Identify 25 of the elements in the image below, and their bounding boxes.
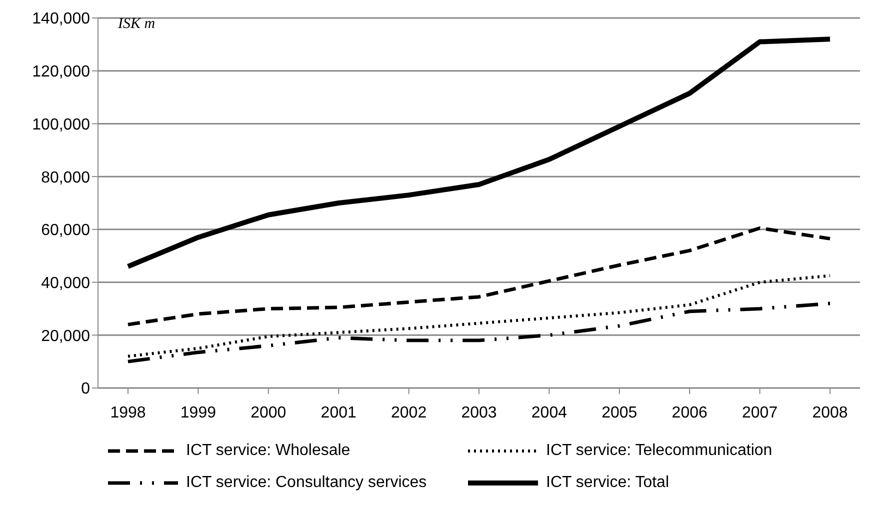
x-tick-label: 2002	[391, 404, 427, 422]
y-tick-label: 80,000	[41, 169, 90, 186]
x-tick-label: 2007	[742, 404, 778, 422]
x-tick-label: 2004	[531, 404, 568, 422]
x-tick-label: 2005	[602, 404, 638, 422]
y-tick-label: 140,000	[32, 10, 90, 28]
x-tick-label: 1999	[180, 404, 216, 422]
y-tick-label: 40,000	[41, 274, 90, 292]
x-tick-label: 2003	[461, 404, 497, 422]
x-tick-label: 2008	[812, 404, 848, 422]
y-axis-title: ISK m	[118, 16, 156, 33]
y-tick-label: 120,000	[32, 64, 90, 81]
y-tick-label: 20,000	[41, 328, 90, 345]
legend-label: ICT service: Total	[546, 474, 670, 492]
legend-label: ICT service: Wholesale	[186, 442, 350, 460]
y-tick-label: 100,000	[32, 116, 90, 134]
legend-label: ICT service: Telecommunication	[546, 442, 772, 460]
x-tick-label: 2000	[250, 404, 286, 422]
line-series	[126, 226, 832, 326]
x-tick-label: 2006	[672, 404, 708, 422]
x-tick-label: 1998	[110, 404, 146, 422]
y-tick-label: 60,000	[41, 222, 90, 240]
legend-label: ICT service: Consultancy services	[186, 474, 427, 492]
y-tick-label: 0	[81, 380, 90, 398]
x-tick-label: 2001	[320, 404, 356, 422]
